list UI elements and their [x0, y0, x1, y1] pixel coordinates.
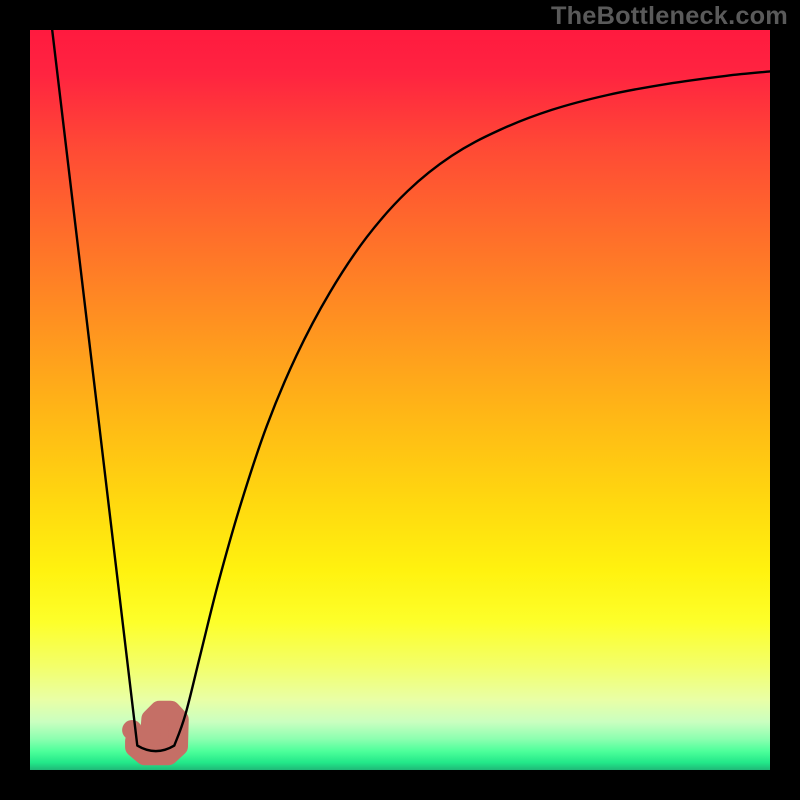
current-point-marker	[122, 720, 142, 740]
chart-background-gradient	[30, 30, 770, 770]
chart-frame: TheBottleneck.com	[0, 0, 800, 800]
watermark-label: TheBottleneck.com	[551, 2, 788, 31]
bottleneck-chart	[0, 0, 800, 800]
